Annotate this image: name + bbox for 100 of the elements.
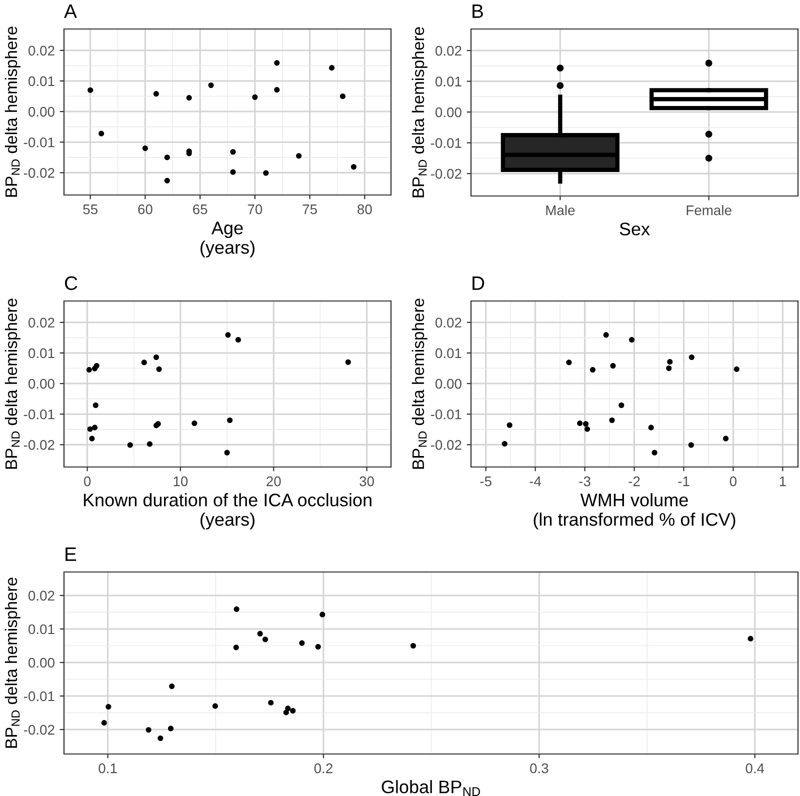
point: [230, 169, 236, 175]
point: [86, 367, 92, 373]
point: [590, 367, 596, 373]
point: [186, 95, 192, 101]
y-tick-label: -0.02: [430, 440, 462, 450]
point: [315, 644, 321, 650]
y-tick-label: -0.02: [24, 440, 54, 450]
point: [252, 94, 258, 100]
x-tick-label: 75: [302, 204, 317, 214]
point: [320, 612, 326, 618]
x-tick-label: 1: [780, 476, 786, 486]
y-tick-label: -0.02: [24, 168, 54, 178]
point: [648, 424, 654, 430]
point: [566, 360, 572, 366]
point: [748, 636, 754, 642]
x-tick-label: -3: [579, 476, 590, 486]
y-tick-label: 0.00: [28, 658, 54, 668]
chart-title: D: [472, 276, 484, 290]
chart-title: A: [64, 4, 77, 18]
x-axis-title: Global BP$_{ND}$: [382, 780, 480, 796]
y-axis-title: BP$_{ND}$ delta hemisphere: [4, 298, 20, 469]
point: [156, 366, 162, 372]
x-tick-label: 80: [358, 204, 372, 214]
x-axis-title: WMH volume (ln transformed % of ICV): [534, 493, 736, 530]
y-tick-label: 0.00: [28, 106, 54, 117]
point: [233, 644, 239, 650]
x-tick-label: -1: [678, 476, 690, 486]
point: [667, 359, 673, 365]
point: [274, 87, 280, 93]
point: [88, 87, 94, 93]
point: [169, 684, 175, 690]
y-tick-label: -0.01: [24, 409, 54, 420]
point: [584, 426, 590, 432]
point: [722, 436, 729, 442]
point: [290, 708, 296, 714]
point: [224, 450, 230, 456]
point: [609, 417, 615, 424]
y-axis-title: BP$_{ND}$ delta hemisphere: [412, 298, 428, 469]
point: [153, 354, 160, 360]
point: [153, 91, 159, 97]
y-tick-label: 0.01: [28, 76, 54, 86]
x-tick-label: 20: [266, 476, 281, 486]
point: [92, 402, 98, 408]
y-axis-title: BP$_{ND}$ delta hemisphere: [412, 27, 428, 198]
point: [208, 82, 214, 88]
point: [101, 720, 107, 726]
point: [164, 178, 170, 184]
y-tick-label: -0.01: [24, 137, 54, 148]
point: [618, 402, 624, 408]
point: [603, 332, 609, 338]
x-tick-label: 0.3: [530, 763, 548, 774]
y-tick-label: -0.02: [430, 168, 462, 179]
x-tick-label: 10: [174, 476, 188, 486]
point: [410, 642, 416, 649]
point: [328, 65, 335, 71]
y-tick-label: 0.02: [435, 318, 462, 328]
point: [89, 436, 95, 442]
y-tick-label: 0.01: [28, 348, 54, 358]
point: [263, 170, 269, 176]
chart-title: E: [66, 548, 76, 561]
x-axis-title: Sex: [620, 222, 650, 236]
y-tick-label: 0.01: [435, 76, 462, 86]
point: [502, 440, 508, 447]
x-tick-label: 60: [138, 204, 152, 214]
y-tick-label: 0.00: [28, 378, 54, 389]
point: [230, 149, 236, 155]
point: [582, 421, 589, 427]
y-tick-label: -0.01: [430, 138, 462, 148]
point: [268, 700, 274, 706]
point: [168, 726, 174, 732]
y-tick-label: 0.01: [28, 624, 54, 634]
x-tick-label: -4: [530, 476, 542, 486]
point: [92, 424, 98, 430]
point: [106, 704, 112, 710]
point: [146, 441, 152, 447]
x-tick-label: 0.2: [314, 763, 332, 774]
chart-title: C: [64, 276, 78, 290]
point: [652, 450, 658, 456]
point: [235, 337, 241, 343]
x-axis-title: Age (years): [200, 222, 254, 258]
x-tick-label: 0: [84, 476, 91, 486]
point: [192, 420, 198, 426]
x-tick-label: 55: [83, 204, 98, 214]
point: [234, 606, 240, 612]
y-tick-label: -0.01: [24, 691, 54, 702]
x-tick-label: -5: [480, 476, 492, 486]
point: [98, 130, 104, 136]
x-tick-label: 0.4: [746, 763, 764, 774]
point: [158, 735, 164, 742]
point: [734, 366, 740, 372]
point: [94, 363, 100, 369]
point: [227, 417, 233, 424]
point: [577, 420, 583, 426]
y-tick-label: 0.02: [28, 318, 54, 328]
point: [688, 442, 694, 448]
point: [666, 365, 672, 372]
x-tick-label: 65: [193, 204, 208, 214]
point: [340, 93, 346, 100]
x-tick-label: Female: [686, 205, 732, 216]
x-axis-title: Known duration of the ICA occlusion (years): [84, 493, 372, 530]
